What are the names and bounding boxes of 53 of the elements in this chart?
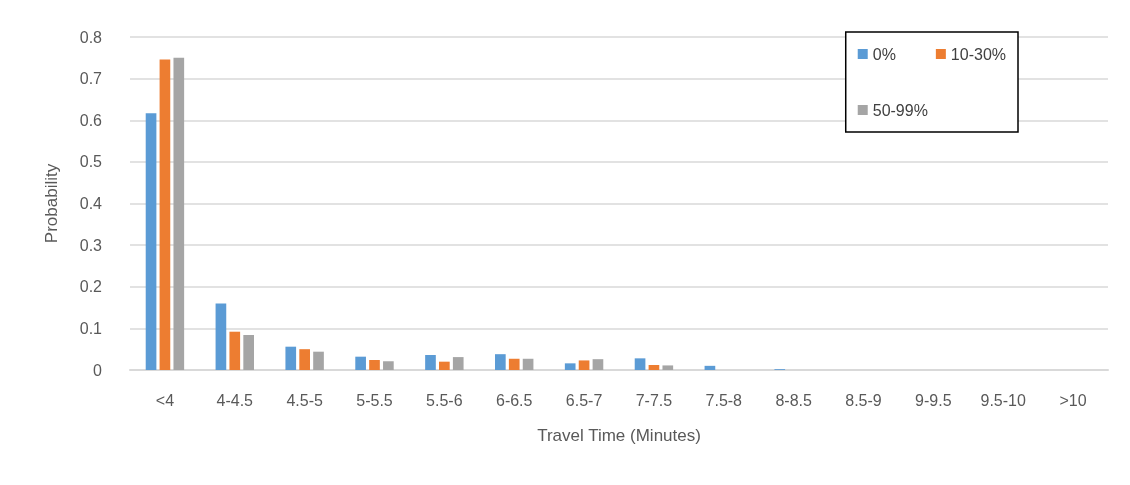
y-axis-title: Probability [42, 163, 61, 244]
x-tick-label: 8.5-9 [845, 391, 882, 409]
bar [383, 361, 394, 370]
bar [439, 361, 450, 370]
x-tick-label: 9-9.5 [915, 391, 952, 409]
x-tick-label: 7.5-8 [705, 391, 743, 409]
y-tick-label: 0.6 [79, 111, 103, 129]
x-tick-label: <4 [155, 391, 175, 409]
bar [634, 358, 646, 370]
legend-label: 10-30% [950, 45, 1007, 63]
y-tick-label: 0 [93, 361, 103, 379]
bar [495, 354, 506, 370]
y-tick-label: 0.1 [79, 319, 103, 337]
bar [159, 59, 171, 370]
bar [662, 365, 674, 370]
bar [578, 360, 590, 370]
bar [299, 349, 310, 370]
bar [425, 355, 436, 370]
bar [145, 113, 157, 370]
bar [173, 57, 185, 370]
y-tick-label: 0.2 [79, 278, 103, 296]
x-axis-title: Travel Time (Minutes) [537, 426, 701, 445]
x-tick-label: 5.5-6 [426, 391, 463, 409]
bar [564, 363, 576, 370]
y-tick-label: 0.5 [79, 153, 103, 171]
legend-label: 50-99% [872, 101, 928, 119]
bar [355, 356, 366, 370]
bar [215, 303, 227, 370]
x-tick-label: 5-5.5 [356, 391, 393, 409]
x-tick-label: 6-6.5 [495, 391, 533, 409]
y-tick-label: 0.8 [79, 28, 103, 46]
bar [648, 365, 660, 370]
x-tick-label: 8-8.5 [775, 391, 812, 409]
bar [229, 331, 241, 370]
bar [592, 359, 604, 370]
x-tick-label: 4-4.5 [216, 391, 254, 409]
legend-label: 0% [872, 45, 896, 63]
x-tick-label: >10 [1059, 391, 1087, 409]
bar [285, 346, 297, 370]
x-tick-label: 6.5-7 [565, 391, 603, 409]
bar [369, 360, 380, 370]
bar [243, 335, 254, 370]
bar [704, 365, 716, 370]
bar [508, 358, 520, 370]
y-tick-label: 0.4 [79, 195, 103, 212]
bar [522, 358, 534, 370]
y-tick-label: 0.3 [79, 236, 103, 254]
bar [452, 357, 464, 370]
y-tick-label: 0.7 [79, 70, 103, 88]
bar [313, 351, 324, 370]
x-tick-label: 4.5-5 [286, 391, 323, 409]
x-tick-label: 7-7.5 [635, 391, 673, 409]
x-tick-label: 9.5-10 [980, 391, 1026, 409]
